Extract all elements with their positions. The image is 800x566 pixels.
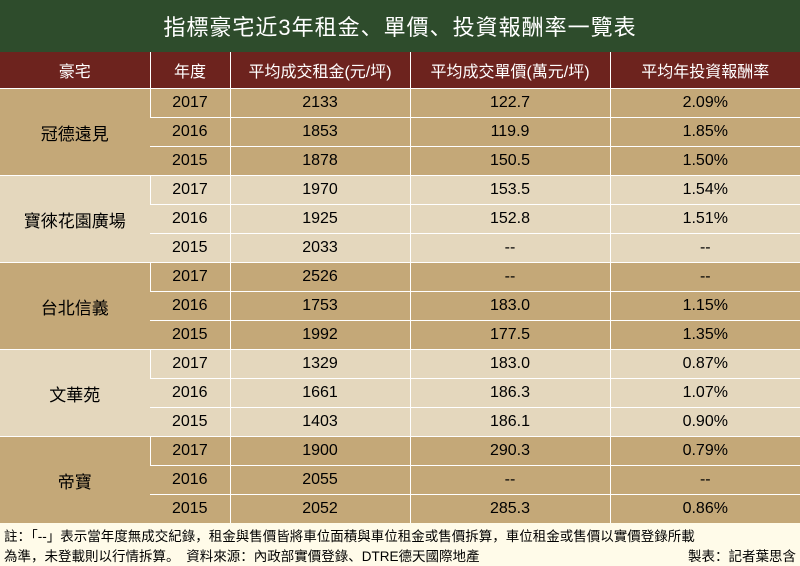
- cell-rent: 1329: [230, 350, 410, 379]
- cell-year: 2016: [150, 292, 230, 321]
- cell-year: 2017: [150, 263, 230, 292]
- cell-roi: 2.09%: [610, 89, 800, 118]
- cell-roi: 1.15%: [610, 292, 800, 321]
- cell-roi: 1.51%: [610, 205, 800, 234]
- cell-rent: 1878: [230, 147, 410, 176]
- footnote-line1: 註：「--」表示當年度無成交紀錄，租金與售價皆將車位面積與車位租金或售價拆算，車…: [4, 527, 796, 547]
- column-header: 平均成交租金(元/坪): [230, 52, 410, 89]
- column-header: 年度: [150, 52, 230, 89]
- cell-roi: 1.85%: [610, 118, 800, 147]
- cell-price: 150.5: [410, 147, 610, 176]
- cell-year: 2015: [150, 321, 230, 350]
- table-row: 帝寶20171900290.30.79%: [0, 437, 800, 466]
- cell-rent: 1992: [230, 321, 410, 350]
- cell-rent: 2055: [230, 466, 410, 495]
- property-name-cell: 冠德遠見: [0, 89, 150, 176]
- cell-roi: --: [610, 466, 800, 495]
- cell-roi: --: [610, 263, 800, 292]
- cell-price: 183.0: [410, 292, 610, 321]
- column-header: 豪宅: [0, 52, 150, 89]
- property-name-cell: 文華苑: [0, 350, 150, 437]
- cell-year: 2015: [150, 495, 230, 524]
- cell-price: 186.1: [410, 408, 610, 437]
- cell-roi: 0.87%: [610, 350, 800, 379]
- cell-year: 2017: [150, 350, 230, 379]
- cell-year: 2017: [150, 89, 230, 118]
- property-name-cell: 寶徠花園廣場: [0, 176, 150, 263]
- cell-rent: 2052: [230, 495, 410, 524]
- footnote: 註：「--」表示當年度無成交紀錄，租金與售價皆將車位面積與車位租金或售價拆算，車…: [0, 523, 800, 566]
- cell-year: 2015: [150, 408, 230, 437]
- table-row: 台北信義20172526----: [0, 263, 800, 292]
- cell-rent: 2033: [230, 234, 410, 263]
- cell-year: 2017: [150, 176, 230, 205]
- cell-rent: 1853: [230, 118, 410, 147]
- cell-year: 2017: [150, 437, 230, 466]
- cell-rent: 1753: [230, 292, 410, 321]
- cell-rent: 1925: [230, 205, 410, 234]
- luxury-housing-table: 指標豪宅近3年租金、單價、投資報酬率一覽表 豪宅年度平均成交租金(元/坪)平均成…: [0, 0, 800, 523]
- property-name-cell: 帝寶: [0, 437, 150, 524]
- cell-price: 153.5: [410, 176, 610, 205]
- column-header: 平均成交單價(萬元/坪): [410, 52, 610, 89]
- cell-year: 2015: [150, 234, 230, 263]
- cell-roi: 0.79%: [610, 437, 800, 466]
- cell-price: 119.9: [410, 118, 610, 147]
- cell-roi: 1.50%: [610, 147, 800, 176]
- cell-roi: 0.90%: [610, 408, 800, 437]
- cell-price: 152.8: [410, 205, 610, 234]
- cell-price: 183.0: [410, 350, 610, 379]
- column-header: 平均年投資報酬率: [610, 52, 800, 89]
- table-title: 指標豪宅近3年租金、單價、投資報酬率一覽表: [0, 0, 800, 52]
- footnote-credit: 製表：記者葉思含: [688, 547, 796, 566]
- cell-roi: 0.86%: [610, 495, 800, 524]
- property-name-cell: 台北信義: [0, 263, 150, 350]
- cell-rent: 1403: [230, 408, 410, 437]
- cell-roi: 1.54%: [610, 176, 800, 205]
- footnote-line2-left: 為準，未登載則以行情拆算。 資料來源：內政部實價登錄、DTRE德天國際地產: [4, 547, 480, 566]
- cell-rent: 2526: [230, 263, 410, 292]
- cell-rent: 1970: [230, 176, 410, 205]
- cell-price: 285.3: [410, 495, 610, 524]
- cell-year: 2016: [150, 118, 230, 147]
- cell-year: 2016: [150, 379, 230, 408]
- cell-roi: --: [610, 234, 800, 263]
- cell-year: 2015: [150, 147, 230, 176]
- cell-price: 177.5: [410, 321, 610, 350]
- cell-roi: 1.35%: [610, 321, 800, 350]
- cell-price: 290.3: [410, 437, 610, 466]
- table-row: 文華苑20171329183.00.87%: [0, 350, 800, 379]
- cell-price: 186.3: [410, 379, 610, 408]
- cell-year: 2016: [150, 466, 230, 495]
- cell-price: --: [410, 263, 610, 292]
- cell-year: 2016: [150, 205, 230, 234]
- cell-rent: 1900: [230, 437, 410, 466]
- cell-price: 122.7: [410, 89, 610, 118]
- cell-price: --: [410, 234, 610, 263]
- table-row: 寶徠花園廣場20171970153.51.54%: [0, 176, 800, 205]
- table-row: 冠德遠見20172133122.72.09%: [0, 89, 800, 118]
- cell-rent: 2133: [230, 89, 410, 118]
- cell-rent: 1661: [230, 379, 410, 408]
- cell-price: --: [410, 466, 610, 495]
- cell-roi: 1.07%: [610, 379, 800, 408]
